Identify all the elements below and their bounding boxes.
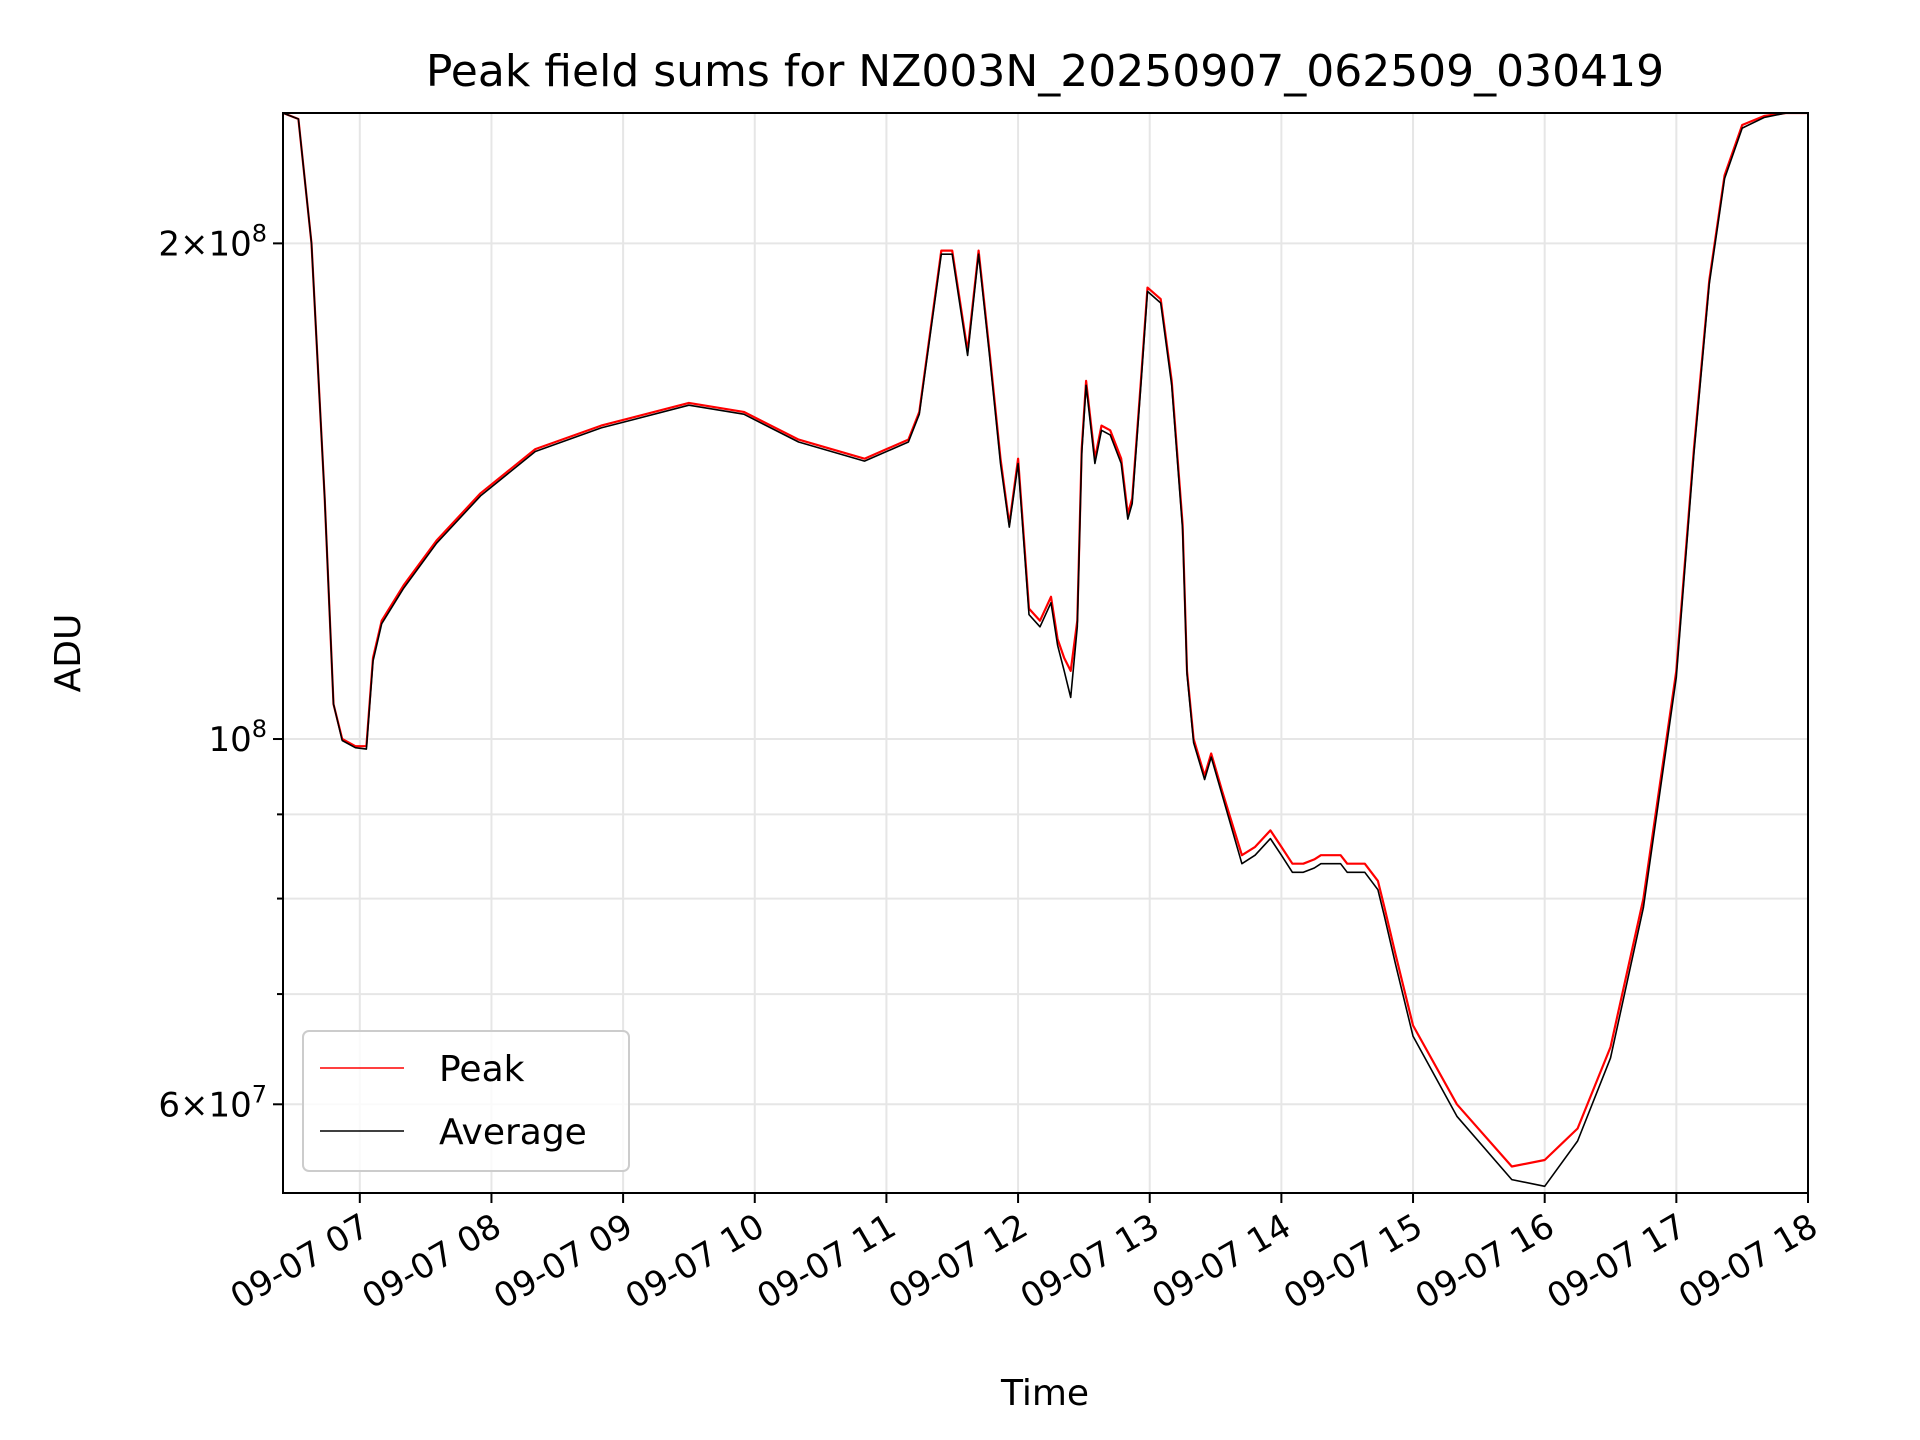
plot-frame bbox=[282, 112, 1809, 1194]
x-axis-title: Time bbox=[1000, 1373, 1089, 1414]
legend-label-average: Average bbox=[439, 1112, 587, 1153]
y-axis: 2×108 108 6×107 bbox=[158, 219, 283, 1125]
series-line-average bbox=[283, 113, 1808, 1188]
legend-box bbox=[302, 1030, 630, 1172]
y-axis-title: ADU bbox=[48, 614, 89, 693]
y-tick-label: 108 bbox=[208, 715, 267, 760]
legend-label-peak: Peak bbox=[439, 1049, 525, 1090]
y-tick-label: 6×107 bbox=[158, 1080, 267, 1125]
chart-title: Peak field sums for NZ003N_20250907_0625… bbox=[426, 46, 1664, 97]
y-tick-label: 2×108 bbox=[158, 219, 267, 264]
series-layer bbox=[283, 113, 1808, 1188]
legend: Peak Average bbox=[302, 1030, 630, 1172]
